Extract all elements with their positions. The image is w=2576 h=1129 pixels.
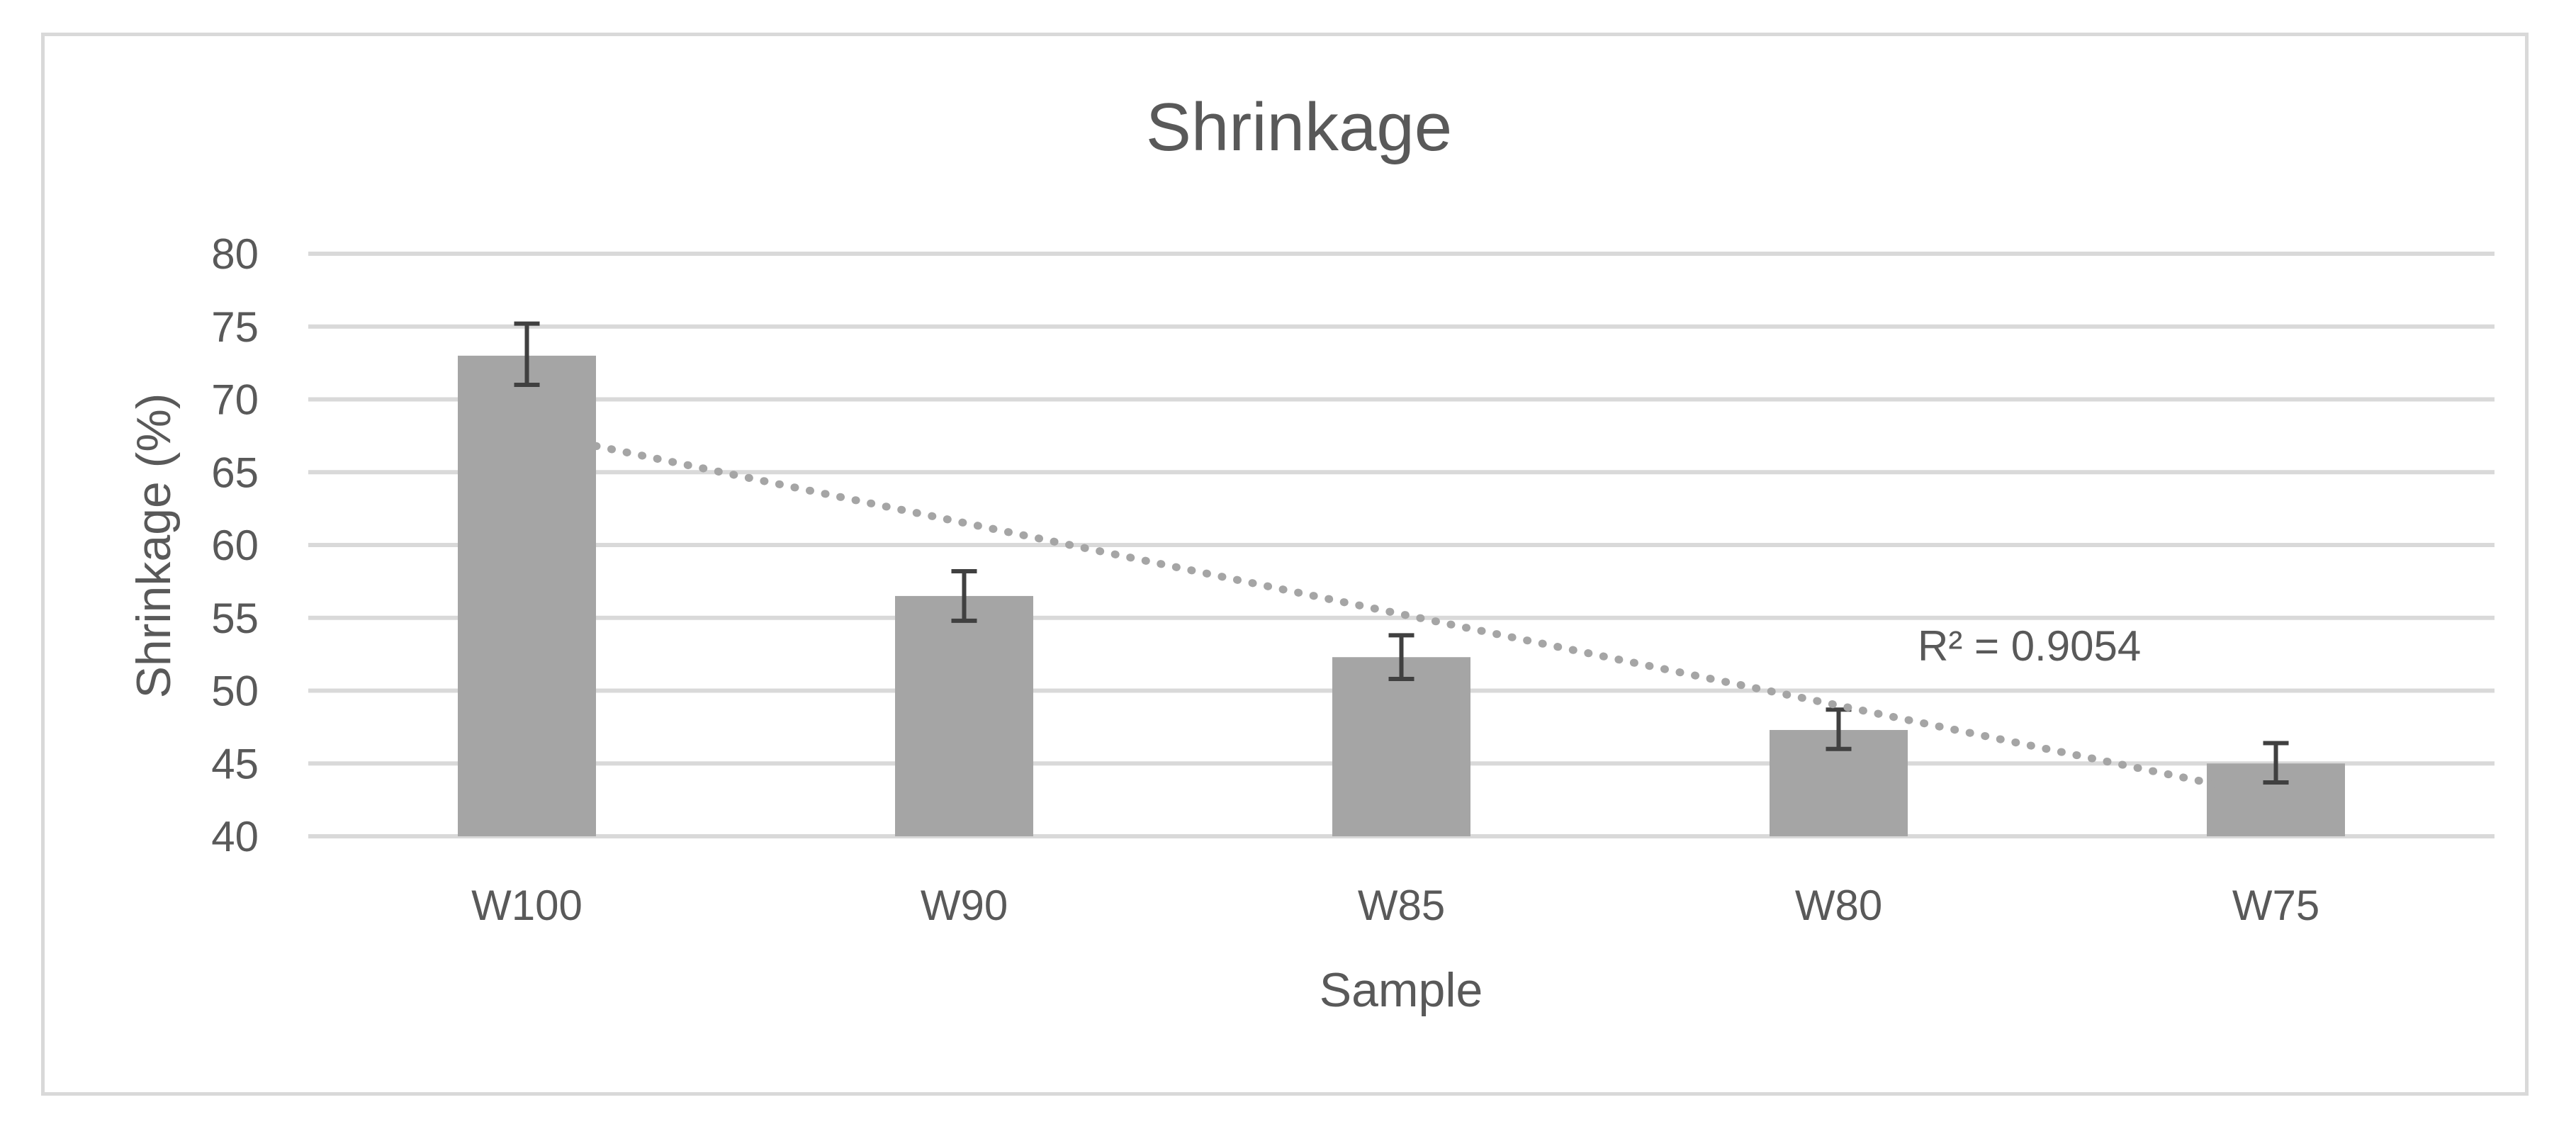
error-bar [1388,633,1414,682]
error-bar [951,568,977,623]
x-tick-label: W80 [1795,882,1882,929]
bar [458,355,596,837]
y-axis-title: Shrinkage (%) [127,393,181,699]
x-axis-title: Sample [1320,963,1483,1017]
chart-frame [41,33,2529,1096]
bar [895,595,1033,836]
trendline-group [592,442,2225,790]
error-bars [514,321,2289,785]
y-tick-label: 50 [211,668,259,715]
x-tick-label: W75 [2232,882,2319,929]
x-tick-label: W100 [471,882,583,929]
bar [1332,657,1470,836]
y-tick-label: 65 [211,449,259,496]
x-tick-label: W85 [1358,882,1445,929]
y-tick-label: 75 [211,303,259,351]
y-axis-ticks: 80 75 70 65 60 55 50 45 40 [211,230,259,860]
x-axis-ticks: W100 W90 W85 W80 W75 [471,882,2319,929]
x-tick-label: W90 [921,882,1008,929]
y-tick-label: 55 [211,595,259,642]
y-tick-label: 70 [211,376,259,424]
trendline [592,442,2225,790]
y-tick-label: 60 [211,522,259,569]
y-tick-label: 80 [211,230,259,278]
error-bar [2263,741,2289,785]
y-tick-label: 40 [211,813,259,860]
y-tick-label: 45 [211,740,259,787]
chart-title: Shrinkage [1146,89,1452,165]
error-bar [514,321,540,387]
r-squared-label: R² = 0.9054 [1918,622,2141,670]
